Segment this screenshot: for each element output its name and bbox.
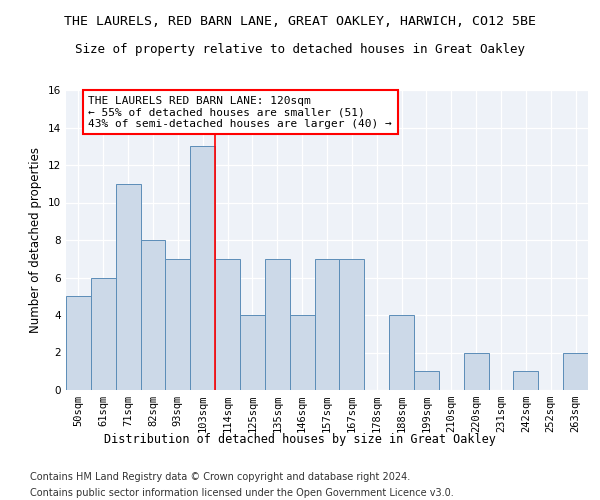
- Bar: [190, 146, 215, 390]
- Bar: [140, 240, 166, 390]
- Text: THE LAURELS, RED BARN LANE, GREAT OAKLEY, HARWICH, CO12 5BE: THE LAURELS, RED BARN LANE, GREAT OAKLEY…: [64, 15, 536, 28]
- Text: Contains public sector information licensed under the Open Government Licence v3: Contains public sector information licen…: [30, 488, 454, 498]
- Bar: [563, 352, 588, 390]
- Bar: [116, 184, 140, 390]
- Bar: [514, 371, 538, 390]
- Bar: [265, 259, 290, 390]
- Bar: [389, 315, 414, 390]
- Bar: [91, 278, 116, 390]
- Bar: [240, 315, 265, 390]
- Bar: [314, 259, 340, 390]
- Text: THE LAURELS RED BARN LANE: 120sqm
← 55% of detached houses are smaller (51)
43% : THE LAURELS RED BARN LANE: 120sqm ← 55% …: [88, 96, 392, 129]
- Bar: [215, 259, 240, 390]
- Text: Distribution of detached houses by size in Great Oakley: Distribution of detached houses by size …: [104, 432, 496, 446]
- Bar: [66, 296, 91, 390]
- Bar: [464, 352, 488, 390]
- Y-axis label: Number of detached properties: Number of detached properties: [29, 147, 43, 333]
- Bar: [166, 259, 190, 390]
- Bar: [414, 371, 439, 390]
- Bar: [340, 259, 364, 390]
- Text: Size of property relative to detached houses in Great Oakley: Size of property relative to detached ho…: [75, 42, 525, 56]
- Bar: [290, 315, 314, 390]
- Text: Contains HM Land Registry data © Crown copyright and database right 2024.: Contains HM Land Registry data © Crown c…: [30, 472, 410, 482]
